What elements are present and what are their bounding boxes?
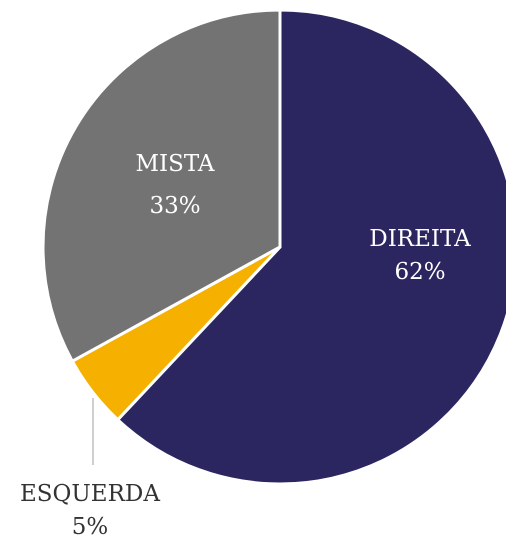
slice-value: 62%	[394, 259, 445, 285]
slice-label: ESQUERDA	[20, 481, 160, 507]
pie-slice	[41, 8, 282, 364]
pie-slice	[115, 8, 506, 486]
slice-value: 33%	[149, 193, 200, 219]
slice-value: 5%	[72, 514, 109, 540]
slice-label: DIREITA	[369, 226, 471, 252]
slice-label: MISTA	[135, 151, 214, 177]
